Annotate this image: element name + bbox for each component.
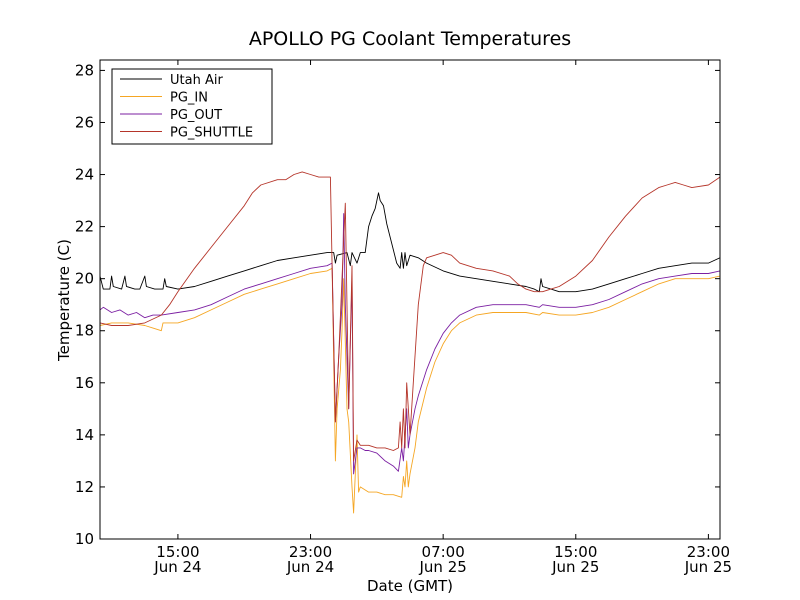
y-tick-label: 22 [75,218,94,236]
x-tick-label-time: 23:00 [289,543,332,561]
plot-frame [99,59,721,540]
series-line-pg-in [100,267,720,514]
x-tick-label-time: 23:00 [687,543,730,561]
legend: Utah Air PG_IN PG_OUT PG_SHUTTLE [111,68,273,145]
legend-label: PG_OUT [170,108,222,123]
chart-title: APOLLO PG Coolant Temperatures [249,28,571,50]
legend-label: PG_SHUTTLE [170,126,253,141]
y-tick-label: 26 [75,113,94,131]
x-tick-label-date: Jun 24 [153,558,201,576]
series-line-pg-out [100,213,720,475]
y-tick-label: 28 [75,61,94,79]
x-tick-label-time: 15:00 [156,543,199,561]
y-tick-label: 12 [75,478,94,496]
y-tick-label: 20 [75,270,94,288]
y-tick-label: 10 [75,530,94,548]
x-tick-label-date: Jun 24 [286,558,334,576]
x-tick-label-date: Jun 25 [419,558,467,576]
series-line-utah-air [100,192,720,293]
x-tick-label-date: Jun 25 [551,558,599,576]
y-tick-label: 16 [75,374,94,392]
x-tick-label-time: 07:00 [422,543,465,561]
series-layer [100,171,720,514]
y-tick-label: 18 [75,322,94,340]
x-tick-label-date: Jun 25 [684,558,732,576]
legend-label: PG_IN [170,91,208,106]
y-tick-label: 24 [75,166,94,184]
x-axis-label: Date (GMT) [367,577,453,595]
x-tick-label-time: 15:00 [554,543,597,561]
y-axis-label: Temperature (C) [55,239,73,362]
y-tick-label: 14 [75,426,94,444]
legend-label: Utah Air [170,73,223,88]
series-line-pg-shuttle [100,171,720,462]
